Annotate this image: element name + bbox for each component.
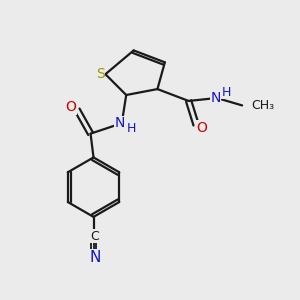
- Text: N: N: [210, 91, 220, 105]
- Text: O: O: [65, 100, 76, 114]
- Text: N: N: [89, 250, 101, 265]
- Text: H: H: [221, 85, 231, 98]
- Text: S: S: [96, 67, 104, 81]
- Text: C: C: [91, 230, 99, 243]
- Text: O: O: [196, 121, 208, 135]
- Text: CH₃: CH₃: [251, 99, 274, 112]
- Text: H: H: [127, 122, 136, 135]
- Text: N: N: [115, 116, 125, 130]
